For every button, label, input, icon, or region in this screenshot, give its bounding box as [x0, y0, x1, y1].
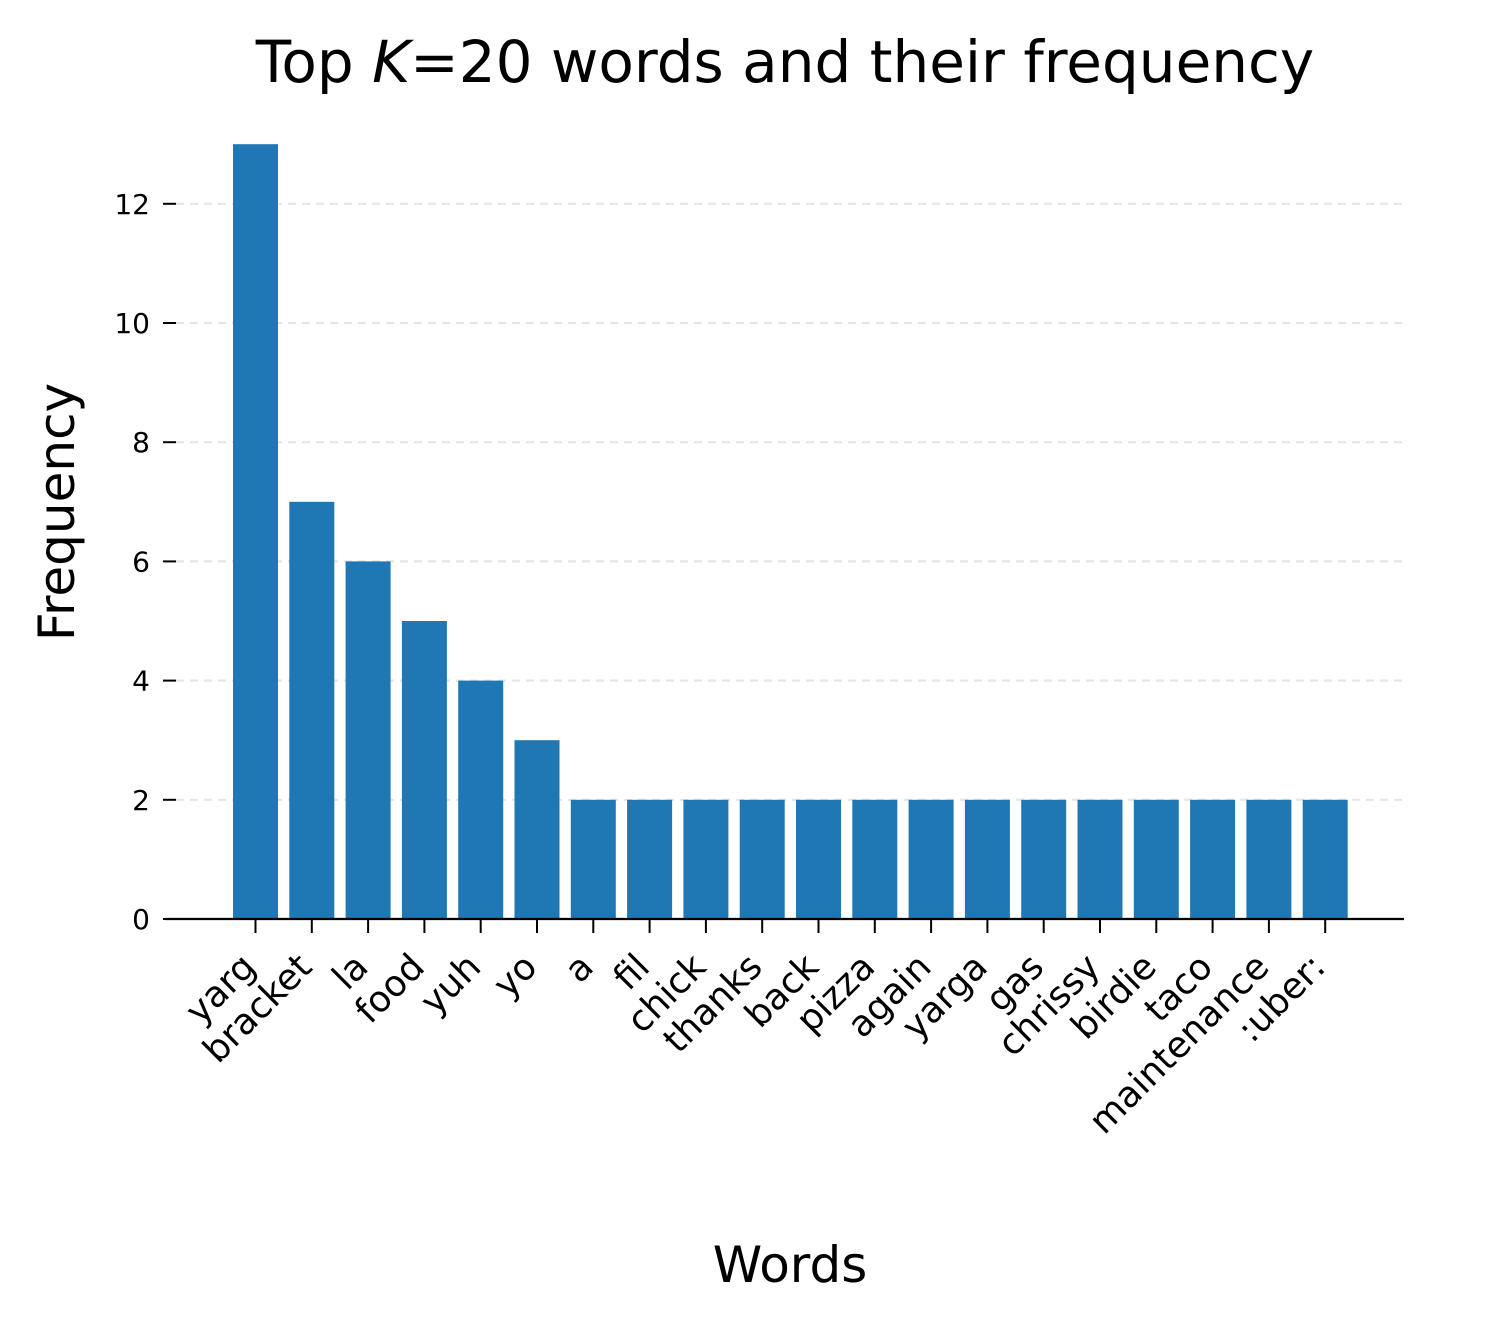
x-tick-label: yuh — [413, 946, 489, 1022]
bar-fil — [627, 799, 673, 919]
bar-thanks — [739, 799, 785, 919]
bar-yo — [514, 740, 560, 919]
y-tick-label: 10 — [114, 307, 150, 340]
bar-gas — [1021, 799, 1067, 919]
x-axis-title: Words — [713, 1236, 868, 1294]
bar-la — [345, 561, 391, 919]
bar-again — [908, 799, 954, 919]
bar-maintenance — [1246, 799, 1292, 919]
bars — [233, 144, 1348, 919]
y-axis-title: Frequency — [28, 383, 86, 641]
x-tick-label: yo — [486, 946, 546, 1006]
bar-taco — [1190, 799, 1236, 919]
y-tick-label: 2 — [132, 784, 150, 817]
bar-back — [796, 799, 841, 919]
y-tick-label: 4 — [132, 665, 150, 698]
bar-a — [570, 799, 616, 919]
bar-pizza — [852, 799, 898, 919]
y-axis: 0 2 4 6 8 10 12 — [114, 188, 176, 936]
bar-chrissy — [1077, 799, 1123, 919]
bar-birdie — [1133, 799, 1179, 919]
bar-chick — [683, 799, 729, 919]
y-tick-label: 0 — [132, 903, 150, 936]
y-tick-label: 8 — [132, 426, 150, 459]
x-tick-label: a — [557, 946, 602, 991]
y-tick-label: 12 — [114, 188, 150, 221]
bar-bracket — [289, 501, 335, 919]
bar-food — [401, 621, 447, 919]
bar-yarga — [964, 799, 1010, 919]
y-tick-label: 6 — [132, 545, 150, 578]
chart-title: Top K=20 words and their frequency — [255, 28, 1314, 96]
bar-yuh — [458, 680, 504, 919]
bar-uber — [1302, 799, 1348, 919]
bar-yarg — [233, 144, 278, 919]
